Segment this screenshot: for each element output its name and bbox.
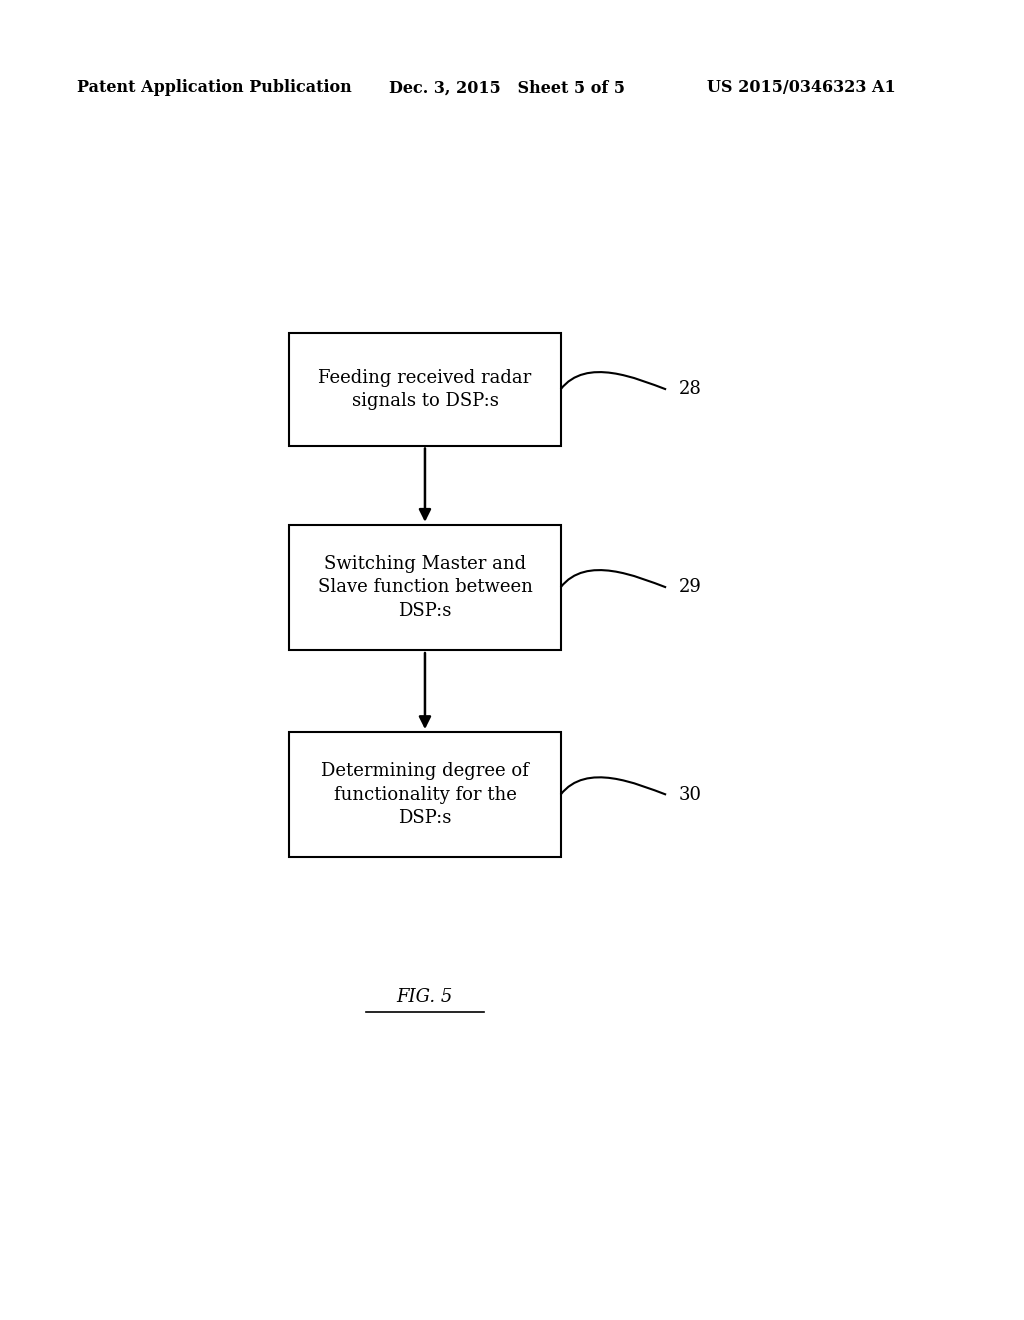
Text: Feeding received radar
signals to DSP:s: Feeding received radar signals to DSP:s — [318, 368, 531, 411]
Bar — [289, 731, 561, 858]
Text: Switching Master and
Slave function between
DSP:s: Switching Master and Slave function betw… — [317, 554, 532, 620]
Bar — [289, 334, 561, 446]
Text: FIG. 5: FIG. 5 — [396, 987, 454, 1006]
Text: 29: 29 — [678, 578, 701, 597]
Text: 30: 30 — [678, 785, 701, 804]
Text: Patent Application Publication: Patent Application Publication — [77, 79, 351, 96]
Text: 28: 28 — [678, 380, 701, 399]
Text: US 2015/0346323 A1: US 2015/0346323 A1 — [707, 79, 895, 96]
Text: Determining degree of
functionality for the
DSP:s: Determining degree of functionality for … — [322, 762, 528, 828]
Text: Dec. 3, 2015   Sheet 5 of 5: Dec. 3, 2015 Sheet 5 of 5 — [389, 79, 625, 96]
Bar — [289, 524, 561, 649]
